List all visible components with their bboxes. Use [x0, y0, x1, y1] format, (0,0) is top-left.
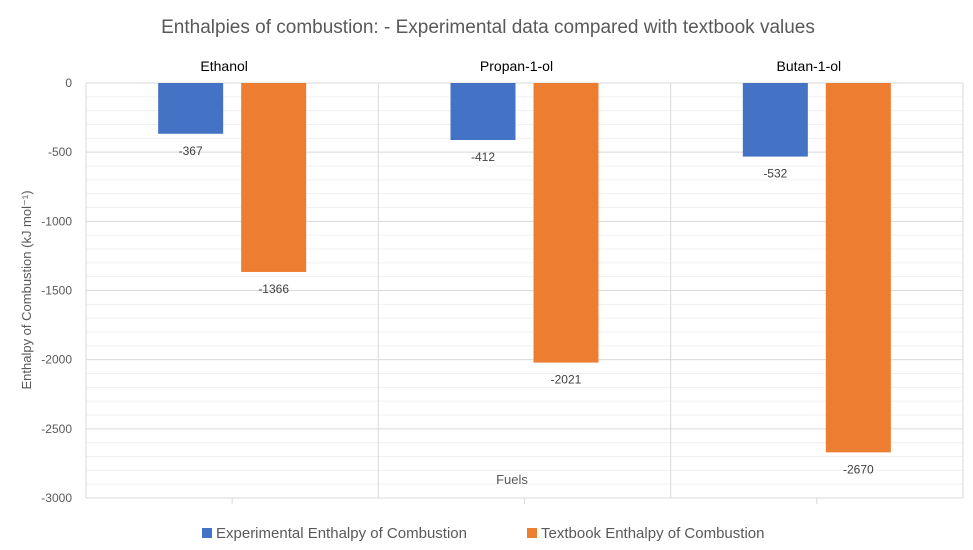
chart: Enthalpies of combustion: - Experimental…: [0, 0, 973, 550]
category-labels: Ethanol Propan-1-ol Butan-1-ol: [200, 58, 841, 74]
y-tick-label: 0: [65, 76, 72, 90]
data-label: -412: [471, 150, 495, 164]
bar-textbook-butan-1-ol: [826, 83, 891, 452]
legend-swatch: [527, 528, 537, 538]
data-label: -2670: [843, 462, 874, 476]
y-tick-label: -2500: [41, 422, 72, 436]
category-label: Ethanol: [200, 58, 247, 74]
chart-title: Enthalpies of combustion: - Experimental…: [161, 17, 815, 38]
data-label: -1366: [258, 282, 289, 296]
legend-item: Experimental Enthalpy of Combustion: [202, 525, 467, 542]
y-tick-label: -2000: [41, 353, 72, 367]
data-label: -367: [179, 144, 203, 158]
legend-item: Textbook Enthalpy of Combustion: [527, 525, 764, 542]
chart-svg: Enthalpies of combustion: - Experimental…: [0, 0, 973, 550]
bar-textbook-ethanol: [241, 83, 306, 272]
bar-textbook-propan-1-ol: [534, 83, 599, 363]
category-label: Butan-1-ol: [777, 58, 842, 74]
y-tick-label: -500: [48, 145, 72, 159]
data-label: -532: [763, 167, 787, 181]
legend-label: Experimental Enthalpy of Combustion: [216, 525, 467, 542]
legend: Experimental Enthalpy of Combustion Textb…: [202, 525, 764, 542]
category-label: Propan-1-ol: [480, 58, 553, 74]
y-axis-label: Enthalpy of Combustion (kJ mol⁻¹): [19, 190, 34, 389]
y-tick-label: -3000: [41, 491, 72, 505]
data-label: -2021: [551, 373, 582, 387]
legend-swatch: [202, 528, 212, 538]
bar-experimental-butan-1-ol: [743, 83, 808, 157]
bar-experimental-propan-1-ol: [451, 83, 516, 140]
legend-label: Textbook Enthalpy of Combustion: [541, 525, 764, 542]
y-axis-ticks: 0 -500 -1000 -1500 -2000 -2500 -3000: [41, 76, 72, 505]
bar-experimental-ethanol: [158, 83, 223, 134]
y-tick-label: -1000: [41, 214, 72, 228]
x-axis-label: Fuels: [496, 472, 528, 487]
y-tick-label: -1500: [41, 284, 72, 298]
